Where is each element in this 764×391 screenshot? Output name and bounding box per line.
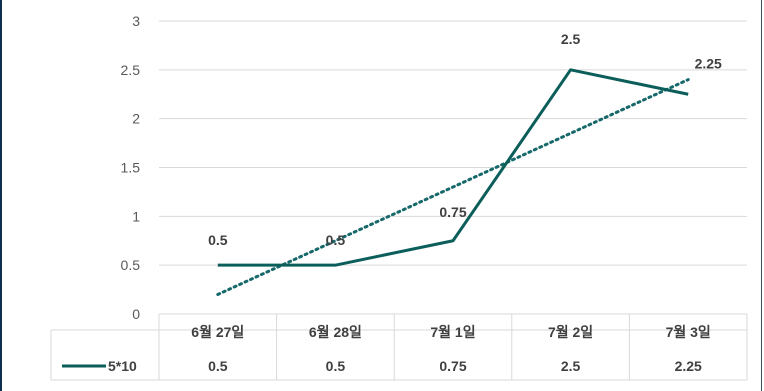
trendline (216, 78, 690, 296)
data-table: 6월 27일 6월 28일 7월 1일 7월 2일 7월 3일 5*10 0.5 0.5 0.7… (50, 314, 748, 381)
y-tick-label: 1 (132, 208, 140, 224)
table-value-cell: 2.5 (561, 358, 581, 374)
data-label: 2.25 (695, 55, 722, 71)
category-label: 7월 1일 (430, 324, 475, 340)
data-label: 2.5 (561, 31, 581, 47)
table-value-cell: 0.5 (208, 358, 228, 374)
table-value-cell: 0.5 (326, 358, 346, 374)
data-label: 0.5 (208, 232, 228, 248)
category-label: 6월 28일 (309, 324, 362, 340)
data-labels: 0.5 0.5 0.75 2.5 2.25 (208, 31, 722, 248)
series-lines (217, 68, 689, 267)
y-tick-label: 3 (132, 13, 140, 29)
category-label: 7월 3일 (666, 324, 711, 340)
legend-label: 5*10 (108, 358, 137, 374)
y-axis: 0 0.5 1 1.5 2 2.5 3 (121, 13, 141, 322)
table-value-cell: 0.75 (439, 358, 466, 374)
category-label: 6월 27일 (191, 324, 244, 340)
series-line-5x10 (217, 68, 689, 267)
y-tick-label: 1.5 (121, 160, 141, 176)
gridlines (159, 20, 747, 315)
y-tick-label: 0 (132, 306, 140, 322)
data-label: 0.75 (439, 204, 466, 220)
trendline-line (216, 78, 690, 296)
table-value-cell: 2.25 (675, 358, 702, 374)
y-tick-label: 2 (132, 111, 140, 127)
category-label: 7월 2일 (548, 324, 593, 340)
y-tick-label: 0.5 (121, 257, 141, 273)
y-tick-label: 2.5 (121, 62, 141, 78)
data-label: 0.5 (326, 232, 346, 248)
